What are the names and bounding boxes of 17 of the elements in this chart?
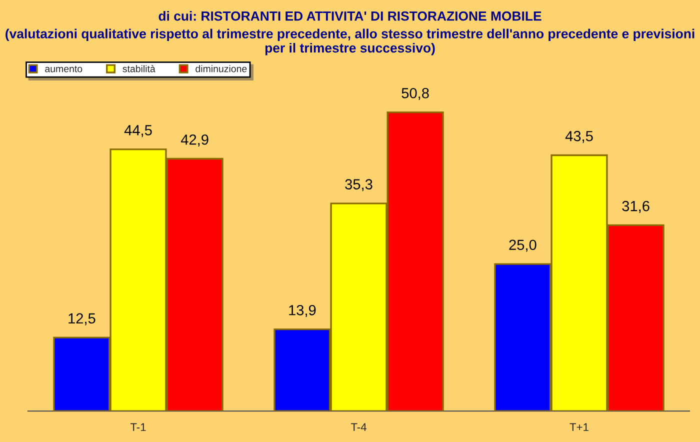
data-label: 12,5 <box>68 313 96 326</box>
chart-title: di cui: RISTORANTI ED ATTIVITA' DI RISTORAZIONE MOBILE <box>158 11 542 21</box>
legend-label: diminuzione <box>196 65 247 72</box>
data-label: 50,8 <box>402 88 429 100</box>
legend-label: stabilità <box>122 64 156 72</box>
data-label: 43,5 <box>565 130 593 143</box>
data-label: 31,6 <box>622 200 650 213</box>
data-label: 35,3 <box>345 179 372 192</box>
data-label: 44,5 <box>124 125 152 138</box>
chart-subtitle: (valutazioni qualitative rispetto al trimestre precedente, allo stesso trimestre dell'anno precedente e previsioni per il trimestre successivo) <box>6 28 694 56</box>
x-tick-label: T-4 <box>350 423 366 431</box>
legend-label: aumento <box>45 66 82 72</box>
x-tick-label: T+1 <box>570 423 588 431</box>
data-label: 25,0 <box>509 240 536 252</box>
data-label: 13,9 <box>289 304 316 318</box>
x-tick-label: T-1 <box>130 423 146 431</box>
data-label: 42,9 <box>180 134 208 146</box>
